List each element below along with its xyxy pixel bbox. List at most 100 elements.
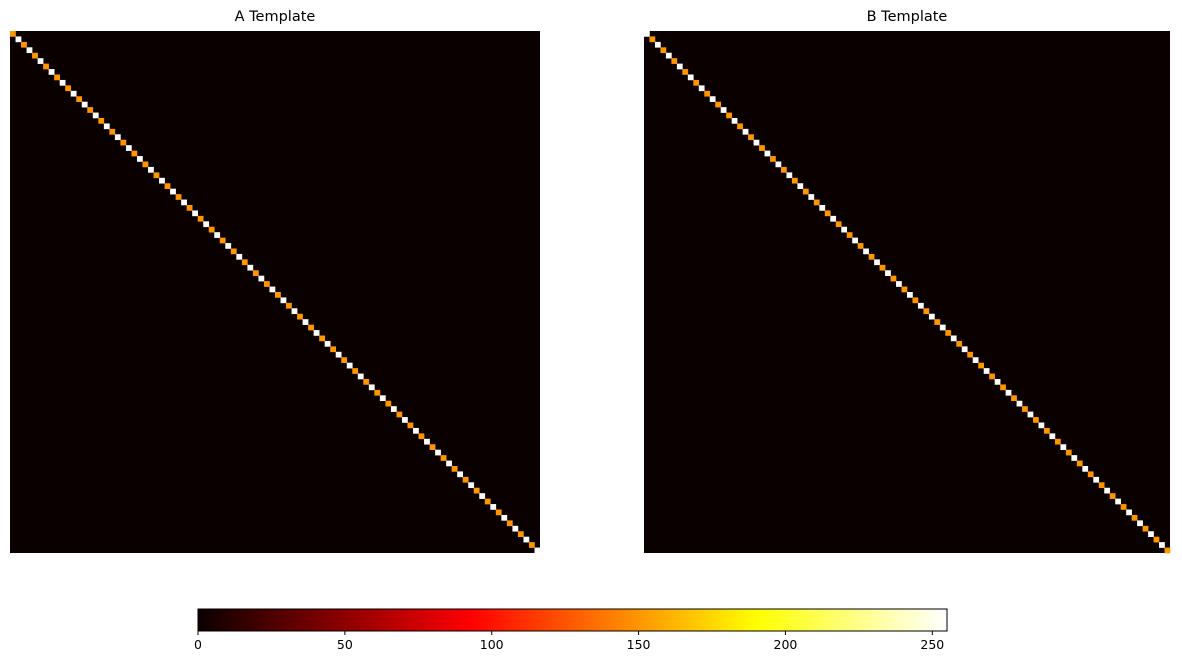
heatmap-cell-a-75 [424,438,430,445]
heatmap-cell-a-93 [523,536,530,543]
heatmap-cell-a-63 [357,373,364,380]
heatmap-cell-b-53 [934,319,941,325]
heatmap-cell-b-3 [660,47,667,54]
heatmap-cell-b-37 [846,232,853,238]
heatmap-cell-b-74 [1049,433,1056,440]
heatmap-cell-a-85 [479,493,486,499]
heatmap-cell-b-67 [1011,395,1017,402]
heatmap-cell-a-36 [208,226,215,233]
heatmap-cell-b-70 [1027,411,1034,418]
heatmap-cell-a-76 [429,444,436,450]
heatmap-cell-a-43 [247,264,254,271]
heatmap-cell-b-58 [961,346,968,353]
heatmap-cell-b-40 [863,248,869,255]
heatmap-cell-b-83 [1098,482,1105,489]
heatmap-cell-b-28 [797,183,804,189]
heatmap-cell-b-52 [928,313,935,320]
heatmap-cell-b-27 [791,177,798,184]
heatmap-cell-a-37 [214,232,221,238]
heatmap-cell-a-71 [401,417,408,423]
heatmap-cell-a-94 [528,542,535,548]
heatmap-cell-b-61 [978,362,985,369]
heatmap-cell-a-0 [10,31,16,37]
heatmap-cell-a-10 [65,85,72,92]
heatmap-cell-b-85 [1109,493,1116,499]
heatmap-cell-b-15 [726,112,732,119]
heatmap-cell-b-89 [1131,514,1138,521]
heatmap-cell-a-20 [120,139,127,146]
heatmap-cell-b-66 [1005,389,1012,396]
heatmap-cell-b-75 [1054,438,1061,445]
heatmap-cell-a-29 [170,188,176,195]
heatmap-cell-a-72 [407,422,414,429]
heatmap-cell-b-9 [693,79,700,86]
heatmap-cell-a-21 [125,145,132,151]
heatmap-cell-a-60 [341,357,348,363]
heatmap-cell-a-28 [164,183,171,189]
heatmap-cell-b-77 [1065,449,1072,456]
heatmap-cell-b-21 [759,145,765,151]
heatmap-cell-a-31 [181,199,187,206]
heatmap-cell-b-1 [649,36,656,43]
heatmap-cell-a-81 [457,471,464,478]
heatmap-cell-a-77 [435,449,441,456]
heatmap-cell-b-57 [956,340,963,347]
colorbar-tick-label: 0 [194,637,202,652]
heatmap-cell-a-30 [175,194,182,200]
heatmap-cell-b-59 [967,351,974,358]
heatmap-cell-b-12 [709,96,716,102]
heatmap-cell-b-22 [764,150,771,157]
heatmap-cell-b-0 [644,31,650,37]
colorbar-tick-label: 150 [627,637,651,652]
heatmap-cell-a-38 [219,237,226,244]
heatmap-cell-a-66 [374,389,381,396]
heatmap-cell-b-20 [753,139,760,146]
heatmap-cell-b-87 [1120,504,1127,510]
heatmap-cell-b-56 [950,335,957,342]
heatmap-cell-a-26 [153,172,160,179]
heatmap-cell-b-92 [1148,531,1154,537]
heatmap-cell-b-6 [676,63,683,70]
colorbar-frame [197,608,948,632]
heatmap-cell-b-94 [1159,542,1165,548]
heatmap-cell-b-81 [1087,471,1094,478]
heatmap-cell-a-79 [446,460,452,467]
heatmap-cell-b-44 [885,270,891,276]
chart-title-a: A Template [235,9,316,25]
heatmap-cell-b-14 [720,107,727,113]
heatmap-cell-a-3 [26,47,33,54]
heatmap-cell-a-50 [286,302,292,309]
heatmap-cell-a-13 [81,101,88,108]
heatmap-cell-b-47 [901,286,908,293]
heatmap-cell-a-25 [148,166,154,173]
heatmap-cell-b-68 [1016,400,1023,407]
heatmap-cell-b-32 [819,205,826,211]
heatmap-cell-b-48 [907,292,913,298]
heatmap-cells-a [10,31,541,554]
heatmap-cell-a-48 [275,292,281,298]
heatmap-cell-a-95 [534,547,541,554]
heatmap-cell-b-23 [770,156,776,162]
heatmap-cell-a-84 [473,487,480,494]
heatmap-cell-a-15 [92,112,99,119]
heatmap-cell-a-78 [440,455,447,461]
heatmap-cell-a-6 [43,63,49,70]
heatmap-cell-b-65 [1000,384,1006,391]
heatmap-cell-a-55 [313,330,320,336]
heatmap-cell-b-69 [1022,406,1028,412]
heatmap-cell-b-73 [1043,427,1050,434]
colorbar-tick-label: 250 [920,637,944,652]
heatmap-cell-a-9 [59,79,66,86]
colorbar-tick-label: 200 [774,637,798,652]
heatmap-cell-b-34 [830,215,837,222]
heatmap-cell-b-49 [912,297,919,304]
heatmap-cell-b-71 [1033,417,1039,423]
heatmap-cell-b-11 [704,90,711,97]
heatmap-cell-a-14 [87,107,94,113]
heatmap-cell-a-51 [291,308,298,315]
heatmap-cell-a-39 [225,243,232,249]
heatmap-cell-a-69 [390,406,397,412]
heatmap-cell-b-55 [945,330,952,336]
colorbar-gradient [198,609,947,631]
heatmap-cell-b-45 [890,275,897,282]
